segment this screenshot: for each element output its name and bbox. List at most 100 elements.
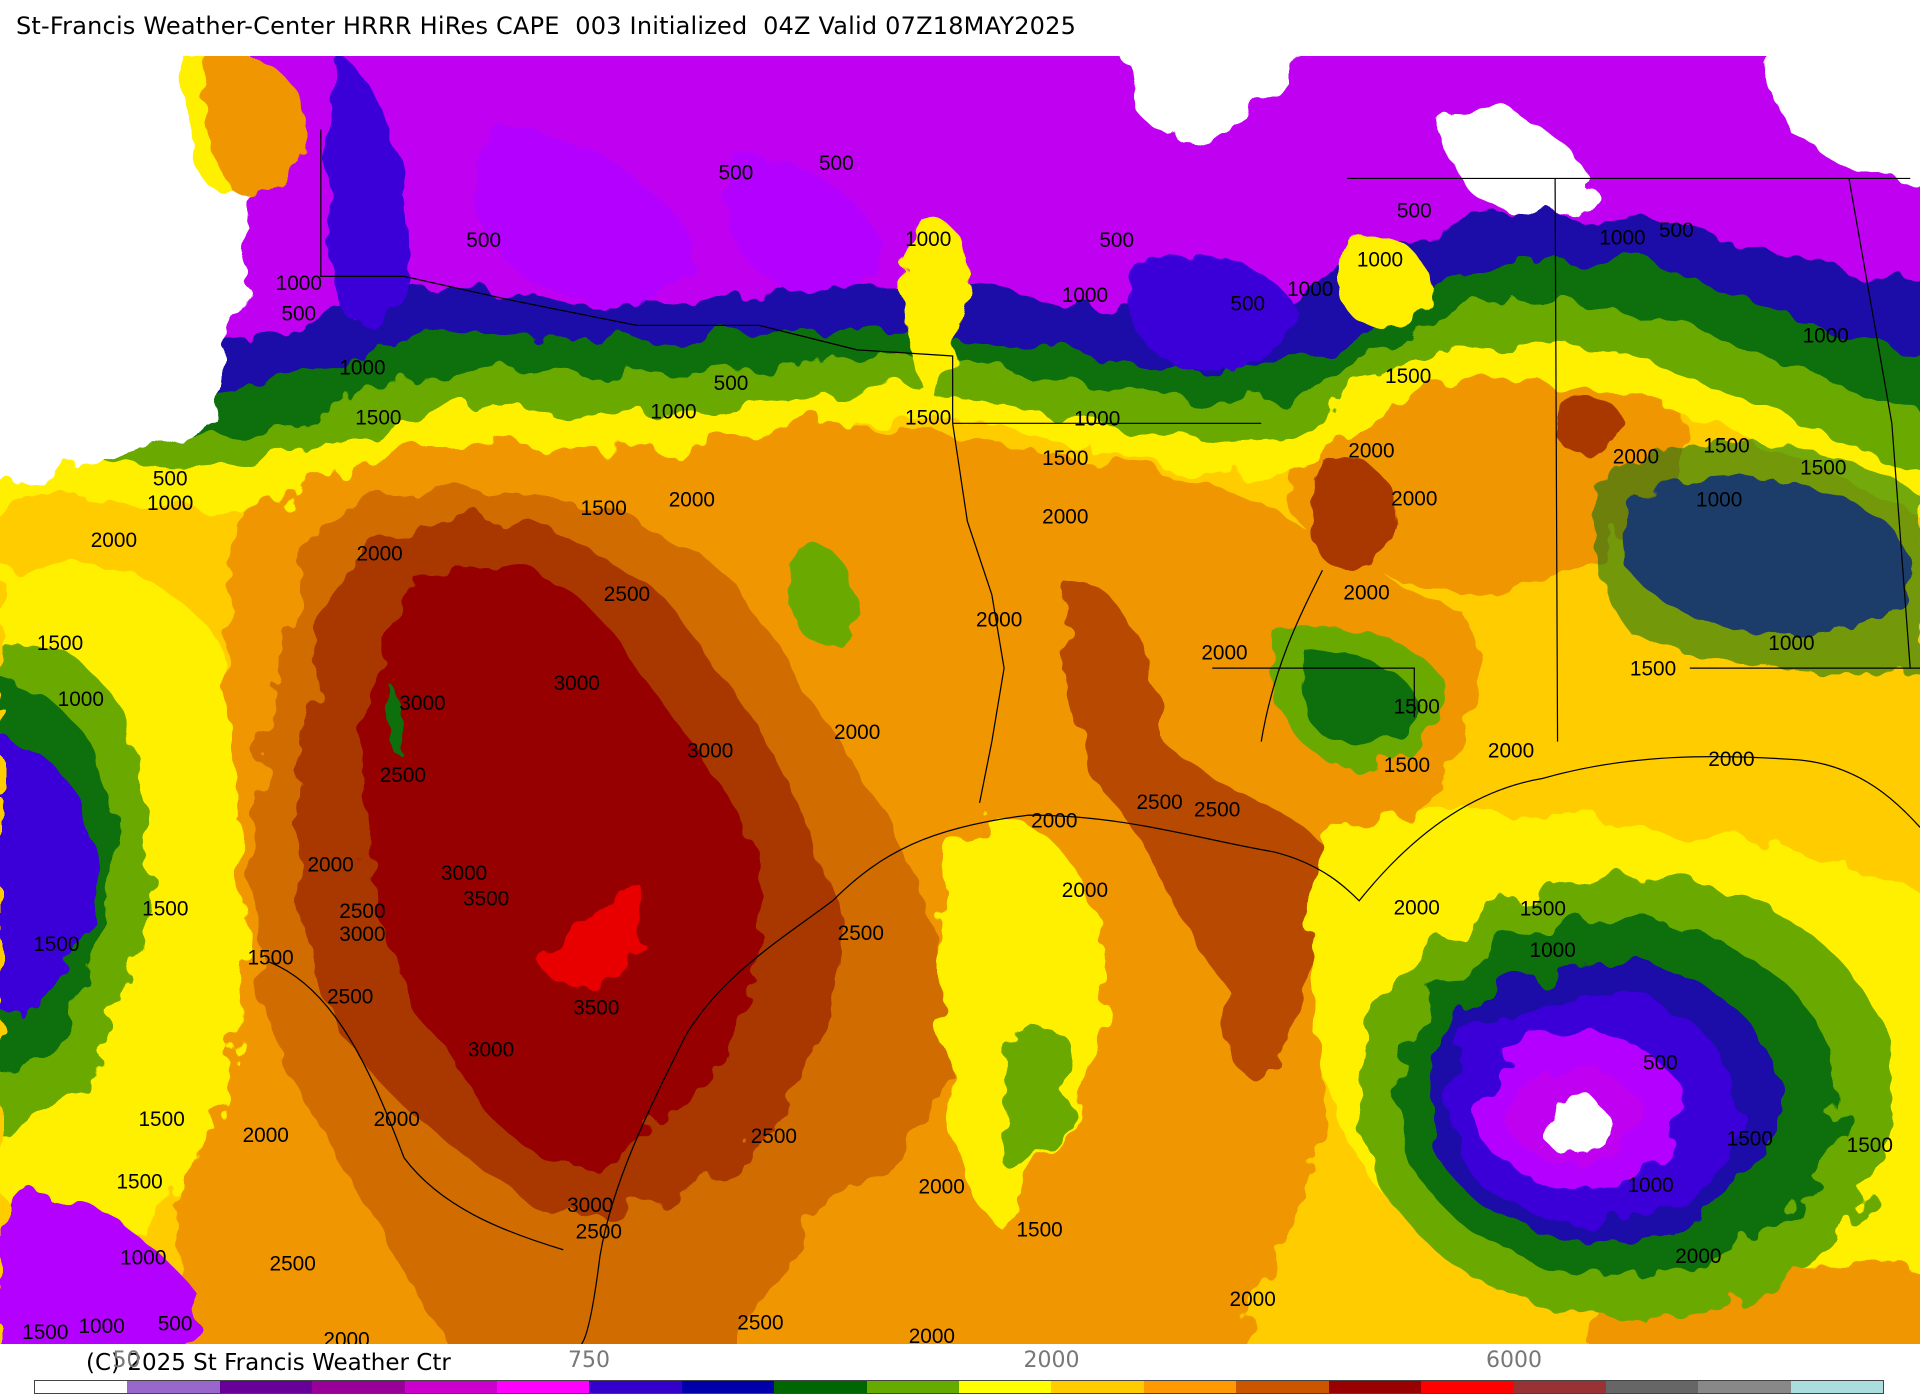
- band-magenta-north: [0, 56, 1920, 381]
- contour-label: 3000: [441, 862, 487, 885]
- contour-label: 2000: [1343, 582, 1389, 605]
- border-rio: [269, 961, 564, 1251]
- contour-label: 2000: [1062, 879, 1108, 902]
- band-white-north-w: [0, 56, 255, 487]
- scale-swatch: [127, 1381, 220, 1393]
- scale-swatch: [1513, 1381, 1606, 1393]
- scale-swatch: [35, 1381, 128, 1393]
- contour-label: 500: [153, 468, 188, 491]
- contour-label: 3000: [687, 740, 733, 763]
- contour-label: 1500: [247, 946, 293, 969]
- border-tx-la: [952, 423, 1005, 803]
- contour-label: 500: [281, 302, 316, 325]
- contour-label: 500: [1230, 293, 1265, 316]
- contour-label: 2000: [1230, 1288, 1276, 1311]
- band-white-north-e1: [1123, 56, 1301, 142]
- contour-label: 1500: [33, 933, 79, 956]
- contour-label: 2000: [834, 721, 880, 744]
- contour-label: 1500: [116, 1171, 162, 1194]
- streak-blue-ne: [1128, 254, 1298, 371]
- field-blue-west: [0, 741, 98, 1011]
- contour-label: 2500: [270, 1253, 316, 1276]
- contour-label: 2500: [1136, 791, 1182, 814]
- contour-label: 2000: [374, 1108, 420, 1131]
- contour-label: 3500: [463, 888, 509, 911]
- streak-yellow-nw: [183, 56, 233, 193]
- scale-swatch: [866, 1381, 960, 1393]
- contour-label: 2000: [976, 609, 1022, 632]
- contour-label: 1000: [1357, 249, 1403, 272]
- contour-label: 2000: [1675, 1245, 1721, 1268]
- scale-swatch: [1421, 1381, 1514, 1393]
- streak-dgreen-east: [1594, 442, 1920, 673]
- contour-label: 2000: [1201, 642, 1247, 665]
- field-red-peak: [538, 882, 648, 989]
- contour-label: 2500: [576, 1221, 622, 1244]
- contour-label: 1500: [1385, 365, 1431, 388]
- contour-label: 2000: [1394, 896, 1440, 919]
- streak-yellow-ne: [1337, 236, 1433, 329]
- contour-label: 3000: [339, 923, 385, 946]
- coast-texas: [581, 900, 834, 1344]
- contour-label: 2000: [1348, 440, 1394, 463]
- field-yellow-gulf-w: [941, 820, 1105, 1232]
- scale-swatch: [774, 1381, 867, 1393]
- contour-label: 2500: [380, 764, 426, 787]
- contour-label: 1500: [22, 1321, 68, 1344]
- border-ms-al: [1554, 178, 1559, 742]
- contour-label: 1000: [1062, 284, 1108, 307]
- contour-label: 1500: [905, 407, 951, 430]
- copyright-text: (C) 2025 St Francis Weather Ctr: [86, 1350, 451, 1376]
- legend-bar: (C) 2025 St Francis Weather Ctr 50 750 200…: [0, 1344, 1920, 1400]
- scale-tick-label: 50: [112, 1348, 141, 1373]
- border-panhandle: [320, 129, 954, 424]
- contour-label: 1000: [1768, 632, 1814, 655]
- contour-labels: 500 500 500 1000 500 1000 500 1000 500 1000 1000 50…: [22, 152, 1893, 1344]
- contour-label: 2000: [1708, 748, 1754, 771]
- band-white-north-e2: [1440, 104, 1592, 217]
- scale-swatch: [312, 1381, 405, 1393]
- contour-label: 2000: [307, 853, 353, 876]
- streak-brown-ar: [1308, 456, 1396, 571]
- contour-label: 2000: [356, 542, 402, 565]
- contour-label: 3000: [567, 1194, 613, 1217]
- contour-label: 2500: [1194, 798, 1240, 821]
- scale-swatch: [681, 1381, 775, 1393]
- contour-label: 2000: [91, 529, 137, 552]
- contour-label: 1500: [581, 497, 627, 520]
- streak-brown-al: [1554, 395, 1624, 454]
- cape-map: 500 500 500 1000 500 1000 500 1000 500 1000 1000 50…: [0, 56, 1920, 1344]
- contour-label: 500: [1643, 1052, 1678, 1075]
- scale-swatch: [1698, 1381, 1791, 1393]
- contour-label: 2000: [1391, 487, 1437, 510]
- contour-label: 2000: [1042, 506, 1088, 529]
- contour-label: 1000: [120, 1246, 166, 1269]
- border-al-ga: [1848, 178, 1911, 669]
- contour-label: 3500: [573, 997, 619, 1020]
- contour-label: 1000: [905, 228, 951, 251]
- contour-label: 1000: [1627, 1174, 1673, 1197]
- ring-white: [1536, 1096, 1611, 1151]
- cape-gulf-low: [1359, 876, 1898, 1318]
- scale-swatch: [219, 1381, 313, 1393]
- scale-swatch: [589, 1381, 682, 1393]
- scale-swatch: [1236, 1381, 1329, 1393]
- scale-swatch: [1143, 1381, 1237, 1393]
- map-title: St-Francis Weather-Center HRRR HiRes CAP…: [16, 12, 1077, 40]
- contour-label: 2500: [838, 922, 884, 945]
- scale-swatch: [1051, 1381, 1144, 1393]
- contour-label: 1500: [1042, 447, 1088, 470]
- contour-label: 1500: [1847, 1134, 1893, 1157]
- scale-swatch: [497, 1381, 590, 1393]
- contour-label: 1500: [1394, 695, 1440, 718]
- contour-label: 2000: [243, 1124, 289, 1147]
- streak-orange-nw: [191, 56, 307, 196]
- contour-label: 500: [719, 162, 754, 185]
- contour-label: 2000: [918, 1175, 964, 1198]
- contour-label: 1000: [1599, 227, 1645, 250]
- contour-label: 1500: [1703, 435, 1749, 458]
- contour-label: 2500: [751, 1125, 797, 1148]
- field-green-gulf-spot: [1001, 1021, 1073, 1179]
- contour-label: 500: [158, 1313, 193, 1336]
- contour-label: 500: [1397, 200, 1432, 223]
